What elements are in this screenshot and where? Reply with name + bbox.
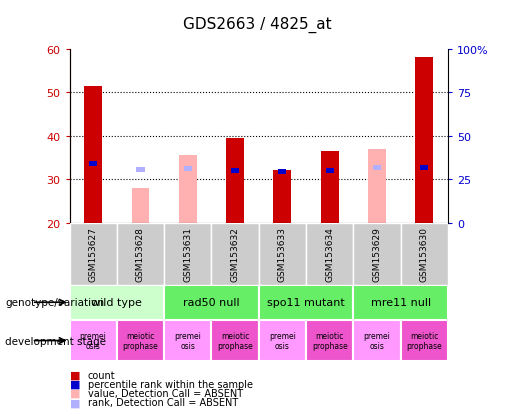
Text: premei
osis: premei osis	[364, 331, 390, 350]
Text: meiotic
prophase: meiotic prophase	[406, 331, 442, 350]
Bar	[420, 166, 428, 171]
Text: wild type: wild type	[91, 297, 142, 308]
Text: ■: ■	[70, 370, 80, 380]
Bar	[164, 285, 259, 320]
Bar	[117, 223, 164, 285]
Text: spo11 mutant: spo11 mutant	[267, 297, 345, 308]
Text: premei
osis: premei osis	[80, 331, 107, 350]
Bar	[321, 152, 339, 223]
Text: ■: ■	[70, 379, 80, 389]
Text: GSM153628: GSM153628	[136, 226, 145, 281]
Bar	[164, 320, 212, 361]
Text: GSM153632: GSM153632	[231, 226, 239, 281]
Text: GSM153631: GSM153631	[183, 226, 192, 281]
Text: GSM153630: GSM153630	[420, 226, 429, 281]
Text: genotype/variation: genotype/variation	[5, 297, 104, 308]
Bar	[70, 285, 164, 320]
Text: GSM153627: GSM153627	[89, 226, 98, 281]
Bar	[353, 285, 448, 320]
Bar	[259, 285, 353, 320]
Bar	[259, 320, 306, 361]
Bar	[212, 320, 259, 361]
Text: ■: ■	[70, 397, 80, 407]
Bar	[306, 223, 353, 285]
Text: value, Detection Call = ABSENT: value, Detection Call = ABSENT	[88, 388, 243, 398]
Text: GDS2663 / 4825_at: GDS2663 / 4825_at	[183, 17, 332, 33]
Bar	[279, 169, 286, 174]
Text: GSM153633: GSM153633	[278, 226, 287, 281]
Bar	[368, 150, 386, 223]
Bar	[373, 166, 381, 171]
Text: ■: ■	[70, 388, 80, 398]
Bar	[70, 223, 117, 285]
Bar	[273, 171, 291, 223]
Bar	[306, 320, 353, 361]
Text: premei
osis: premei osis	[175, 331, 201, 350]
Text: GSM153634: GSM153634	[325, 226, 334, 281]
Bar	[131, 188, 149, 223]
Bar	[353, 320, 401, 361]
Bar	[179, 156, 197, 223]
Bar	[353, 223, 401, 285]
Bar	[259, 223, 306, 285]
Bar	[184, 166, 192, 172]
Bar	[164, 223, 212, 285]
Text: rank, Detection Call = ABSENT: rank, Detection Call = ABSENT	[88, 397, 238, 407]
Bar	[212, 223, 259, 285]
Bar	[136, 168, 145, 173]
Bar	[231, 169, 239, 173]
Bar	[416, 58, 434, 223]
Text: GSM153629: GSM153629	[372, 226, 382, 281]
Bar	[117, 320, 164, 361]
Text: premei
osis: premei osis	[269, 331, 296, 350]
Text: percentile rank within the sample: percentile rank within the sample	[88, 379, 252, 389]
Bar	[401, 320, 448, 361]
Bar	[70, 320, 117, 361]
Text: count: count	[88, 370, 115, 380]
Text: rad50 null: rad50 null	[183, 297, 240, 308]
Text: mre11 null: mre11 null	[371, 297, 431, 308]
Text: development stage: development stage	[5, 336, 106, 346]
Text: meiotic
prophase: meiotic prophase	[123, 331, 159, 350]
Bar	[226, 138, 244, 223]
Text: meiotic
prophase: meiotic prophase	[217, 331, 253, 350]
Bar	[89, 161, 97, 166]
Bar	[325, 169, 334, 173]
Bar	[401, 223, 448, 285]
Text: meiotic
prophase: meiotic prophase	[312, 331, 348, 350]
Bar	[84, 86, 102, 223]
